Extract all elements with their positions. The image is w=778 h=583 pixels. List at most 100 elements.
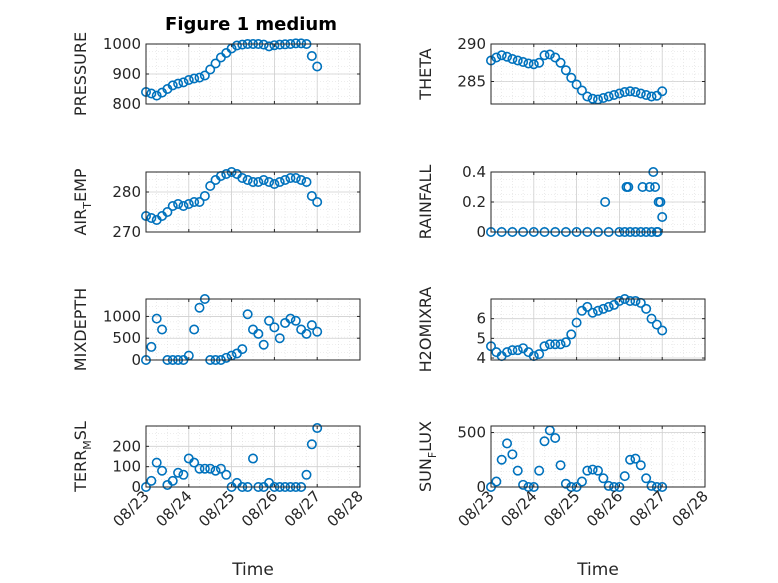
data-point <box>210 465 221 476</box>
data-point <box>609 90 620 101</box>
data-point <box>582 91 593 102</box>
data-point <box>199 70 210 81</box>
data-point <box>173 199 184 210</box>
data-point <box>173 78 184 89</box>
data-point <box>544 49 555 60</box>
x-axis-label: Time <box>576 560 619 580</box>
data-point <box>518 56 529 67</box>
data-point <box>502 347 513 358</box>
data-point <box>189 73 200 84</box>
data-point <box>592 465 603 476</box>
x-tick-label: 08/28 <box>324 487 367 530</box>
y-axis-label-main: TERR <box>71 450 90 493</box>
data-point <box>507 449 518 460</box>
data-point <box>183 199 194 210</box>
data-point <box>301 177 312 188</box>
data-point <box>146 341 157 352</box>
y-tick-label: 4 <box>476 349 486 367</box>
data-point <box>646 480 657 491</box>
data-point <box>560 337 571 348</box>
y-tick-label: 270 <box>112 223 141 241</box>
data-point <box>248 177 259 188</box>
data-point <box>502 438 513 449</box>
y-axis-label: MIXDEPTH <box>71 288 90 371</box>
data-point <box>507 345 518 356</box>
x-tick-label: 08/24 <box>497 487 540 530</box>
y-tick-label: 200 <box>112 437 141 455</box>
y-tick-label: 290 <box>457 35 486 53</box>
data-point <box>167 80 178 91</box>
y-axis-label: PRESSURE <box>71 32 90 116</box>
data-point <box>550 432 561 443</box>
data-point <box>555 460 566 471</box>
y-axis-label-main: H2OMIXRA <box>416 287 435 373</box>
data-point <box>646 313 657 324</box>
data-point <box>523 58 534 69</box>
data-point <box>296 175 307 186</box>
x-tick-label: 08/27 <box>626 487 669 530</box>
data-point <box>258 39 269 50</box>
figure-title: Figure 1 medium <box>165 14 337 35</box>
data-point <box>194 302 205 313</box>
data-point <box>641 303 652 314</box>
data-point <box>253 328 264 339</box>
data-point <box>582 465 593 476</box>
y-tick-label: 500 <box>457 424 486 442</box>
x-axis-label: Time <box>231 560 274 580</box>
data-point <box>264 177 275 188</box>
y-tick-label: 1000 <box>103 307 141 325</box>
data-point <box>290 38 301 49</box>
y-tick-label: 0 <box>131 351 141 369</box>
data-point <box>502 51 513 62</box>
data-point <box>625 454 636 465</box>
data-point <box>194 463 205 474</box>
data-point <box>512 55 523 66</box>
data-point <box>173 467 184 478</box>
data-point <box>576 476 587 487</box>
axes-box <box>145 171 361 233</box>
data-point <box>306 50 317 61</box>
data-point <box>619 471 630 482</box>
data-point <box>285 173 296 184</box>
data-point <box>528 59 539 70</box>
data-point <box>189 324 200 335</box>
y-axis-label: RAINFALL <box>416 165 435 240</box>
data-point <box>162 207 173 218</box>
data-point <box>560 478 571 489</box>
subplot-mixdepth: 0 500 1000 MIXDEPTH <box>71 288 361 371</box>
y-tick-label: 6 <box>476 310 486 328</box>
data-point <box>641 473 652 484</box>
data-point <box>167 201 178 212</box>
data-point <box>555 339 566 350</box>
y-axis-label-subscript: F <box>426 452 439 458</box>
data-point <box>598 303 609 314</box>
data-point <box>189 457 200 468</box>
data-point <box>512 465 523 476</box>
data-point <box>651 90 662 101</box>
x-tick-label: 08/25 <box>195 487 238 530</box>
data-point <box>258 175 269 186</box>
data-point <box>199 463 210 474</box>
data-point <box>619 87 630 98</box>
data-point <box>491 52 502 63</box>
data-point <box>194 72 205 83</box>
subplot-rainfall: 0 0.2 0.4 RAINFALL <box>416 163 706 241</box>
data-point <box>657 325 668 336</box>
y-tick-label: 280 <box>112 183 141 201</box>
y-tick-label: 0 <box>131 478 141 496</box>
data-point <box>146 213 157 224</box>
y-axis-label-main: PRESSURE <box>71 32 90 116</box>
data-point <box>285 313 296 324</box>
data-point <box>242 309 253 320</box>
axes-box <box>490 298 706 361</box>
data-point <box>566 329 577 340</box>
data-point <box>603 301 614 312</box>
x-tick-label: 08/26 <box>238 487 281 530</box>
data-point <box>496 454 507 465</box>
data-point <box>534 349 545 360</box>
data-point <box>280 175 291 186</box>
data-point <box>641 90 652 101</box>
y-axis-label-tail: LUX <box>416 421 435 452</box>
data-point <box>178 469 189 480</box>
y-tick-label: 100 <box>112 458 141 476</box>
